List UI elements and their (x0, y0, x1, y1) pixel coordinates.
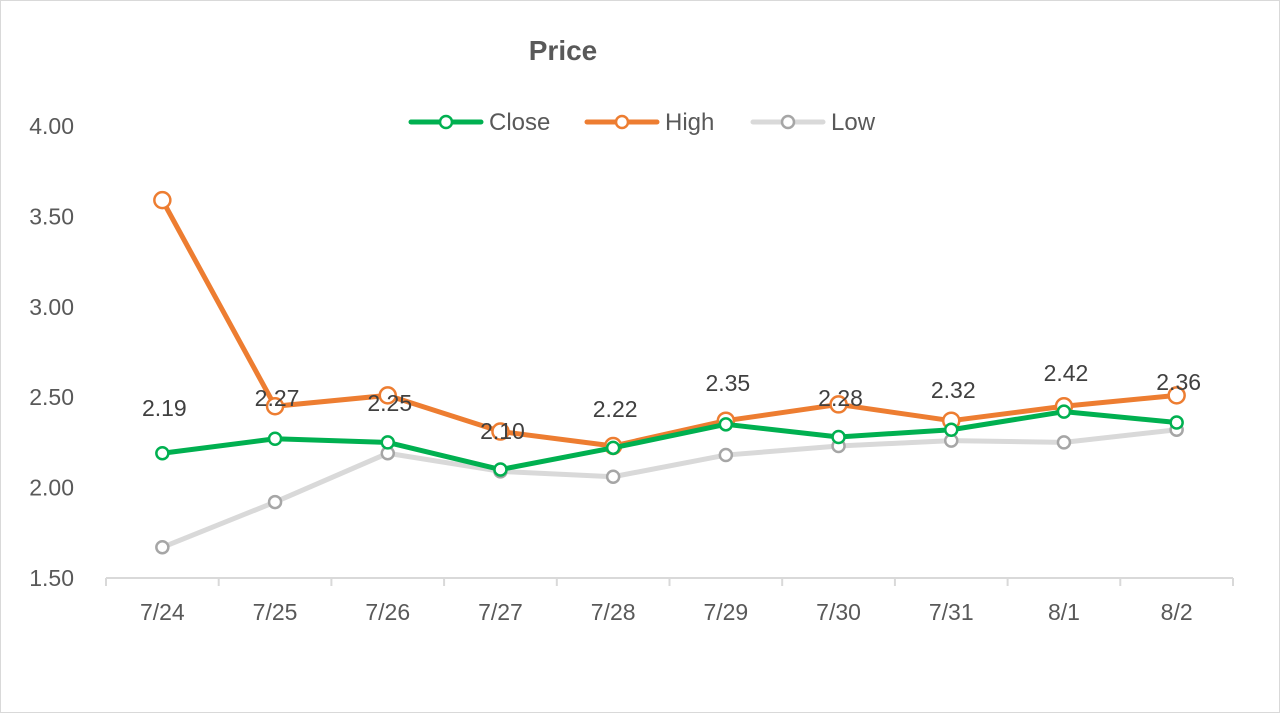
legend-marker (614, 114, 630, 130)
data-point-close (831, 429, 846, 445)
data-label-close: 2.32 (931, 377, 976, 403)
data-point-close (1169, 415, 1184, 430)
x-tick-label: 7/28 (591, 599, 636, 625)
data-point-high (1167, 386, 1186, 405)
legend-label: High (665, 109, 714, 136)
x-tick-label: 8/1 (1048, 599, 1080, 625)
x-tick-label: 7/25 (253, 599, 298, 625)
data-point-close (267, 431, 283, 447)
data-point-low (718, 447, 734, 463)
series-line-close (159, 409, 1180, 473)
data-point-low (155, 540, 170, 555)
data-label-close: 2.27 (255, 385, 300, 411)
data-point-low (605, 469, 621, 485)
legend-item-close: Close (408, 109, 550, 136)
legend-label: Close (489, 109, 550, 136)
legend-marker (438, 114, 454, 130)
data-point-high (829, 395, 848, 414)
data-point-high (491, 422, 510, 441)
data-point-high (153, 190, 172, 210)
x-tick-label: 7/26 (365, 599, 410, 625)
data-point-high (265, 396, 285, 416)
legend-item-low: Low (750, 109, 876, 136)
data-point-close (493, 462, 508, 477)
series-high (153, 190, 1186, 456)
data-point-close (944, 422, 959, 437)
data-label-close: 2.10 (480, 418, 525, 444)
data-labels: 2.19 2.27 2.25 2.10 2.22 2.35 2.28 2.32 2.42 2.36 (142, 360, 1201, 444)
data-label-close: 2.42 (1044, 360, 1089, 386)
data-label-close: 2.25 (367, 390, 412, 416)
data-point-close (380, 435, 395, 450)
y-tick-label: 3.00 (29, 294, 74, 320)
y-tick-label: 2.00 (29, 475, 74, 501)
data-point-close (605, 440, 621, 456)
y-axis: 4.00 3.50 3.00 2.50 2.00 1.50 (29, 113, 74, 591)
legend-marker (780, 114, 796, 130)
x-tick-label: 7/27 (478, 599, 523, 625)
y-tick-label: 3.50 (29, 203, 74, 229)
y-tick-label: 2.50 (29, 384, 74, 410)
y-tick-label: 1.50 (29, 565, 74, 591)
series-line-low (159, 427, 1180, 550)
legend-label: Low (831, 109, 876, 136)
data-point-close (1056, 404, 1072, 419)
data-point-low (1056, 435, 1072, 450)
x-tick-label: 7/24 (140, 599, 185, 625)
data-point-close (155, 445, 170, 461)
series-close (155, 404, 1184, 477)
x-tick-label: 7/29 (703, 599, 748, 625)
series-low (155, 422, 1184, 555)
data-label-close: 2.19 (142, 395, 187, 421)
legend-item-high: High (584, 109, 714, 136)
series-line-high (159, 197, 1180, 449)
x-tick-label: 7/31 (929, 599, 974, 625)
series-layer (153, 190, 1186, 555)
data-point-high (378, 386, 397, 405)
data-label-close: 2.22 (593, 396, 638, 422)
x-tick-label: 8/2 (1161, 599, 1193, 625)
x-tick-label: 7/30 (816, 599, 861, 625)
legend: Close High Low (408, 109, 876, 136)
y-tick-label: 4.00 (29, 113, 74, 139)
data-label-close: 2.28 (818, 385, 863, 411)
data-point-close (718, 417, 734, 432)
data-label-close: 2.35 (705, 370, 750, 396)
x-axis: 7/24 7/25 7/26 7/27 7/28 7/29 7/30 7/31 8/1 8/2 (105, 577, 1234, 625)
data-label-close: 2.36 (1156, 369, 1201, 395)
data-point-low (267, 494, 283, 510)
chart-title: Price (529, 35, 598, 66)
